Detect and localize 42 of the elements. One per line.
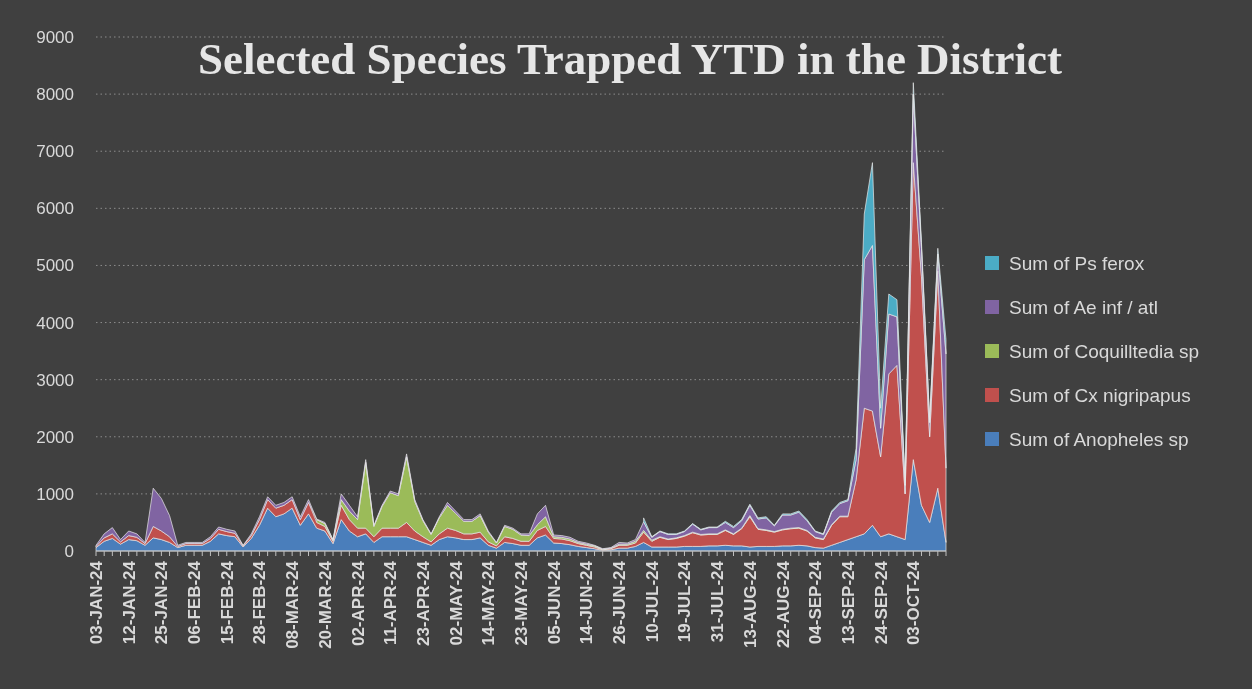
legend-label: Sum of Ae inf / atl	[1009, 296, 1158, 318]
x-tick-label: 13-AUG-24	[740, 560, 760, 648]
x-tick-label: 23-MAY-24	[512, 560, 531, 646]
x-tick-label: 10-JUL-24	[642, 560, 662, 643]
legend-label: Sum of Anopheles sp	[1009, 428, 1189, 450]
x-tick-label: 08-MAR-24	[283, 560, 303, 649]
y-tick-label: 3000	[36, 370, 74, 390]
x-tick-label: 11-APR-24	[381, 560, 401, 646]
x-tick-label: 04-SEP-24	[806, 560, 826, 645]
x-tick-label: 25-JAN-24	[152, 560, 172, 645]
x-tick-label: 05-JUN-24	[544, 560, 564, 645]
x-tick-label: 13-SEP-24	[838, 560, 858, 645]
x-tick-label: 15-FEB-24	[217, 560, 237, 645]
x-tick-label: 23-APR-24	[413, 560, 433, 647]
y-tick-label: 6000	[36, 199, 74, 219]
x-tick-label: 14-MAY-24	[479, 560, 499, 646]
y-tick-label: 1000	[36, 484, 74, 504]
x-tick-label: 03-OCT-24	[904, 560, 924, 646]
legend-label: Sum of Ps ferox	[1009, 252, 1145, 274]
x-tick-label: 03-JAN-24	[87, 560, 106, 645]
x-tick-label: 22-AUG-24	[773, 560, 793, 648]
y-tick-label: 2000	[36, 427, 74, 447]
legend-label: Sum of Coquilltedia sp	[1009, 340, 1200, 362]
legend-label: Sum of Cx nigripapus	[1009, 384, 1191, 406]
x-tick-label: 28-FEB-24	[250, 560, 270, 645]
x-tick-label: 06-FEB-24	[185, 560, 205, 645]
x-tick-label: 24-SEP-24	[871, 560, 891, 645]
y-tick-label: 8000	[36, 85, 74, 105]
chart-title: Selected Species Trapped YTD in the District	[197, 34, 1063, 84]
x-tick-label: 02-MAY-24	[446, 560, 466, 646]
y-tick-label: 0	[64, 541, 74, 561]
x-tick-label: 20-MAR-24	[315, 560, 335, 649]
y-tick-label: 4000	[36, 313, 74, 333]
y-tick-label: 5000	[36, 256, 74, 276]
y-tick-label: 7000	[36, 142, 74, 162]
x-tick-label: 19-JUL-24	[675, 560, 695, 643]
x-tick-label: 14-JUN-24	[577, 560, 597, 645]
x-tick-label: 31-JUL-24	[708, 560, 728, 643]
x-tick-label: 26-JUN-24	[610, 560, 630, 645]
x-tick-label: 12-JAN-24	[119, 560, 139, 645]
y-tick-label: 9000	[36, 27, 74, 47]
x-tick-label: 02-APR-24	[348, 560, 368, 647]
